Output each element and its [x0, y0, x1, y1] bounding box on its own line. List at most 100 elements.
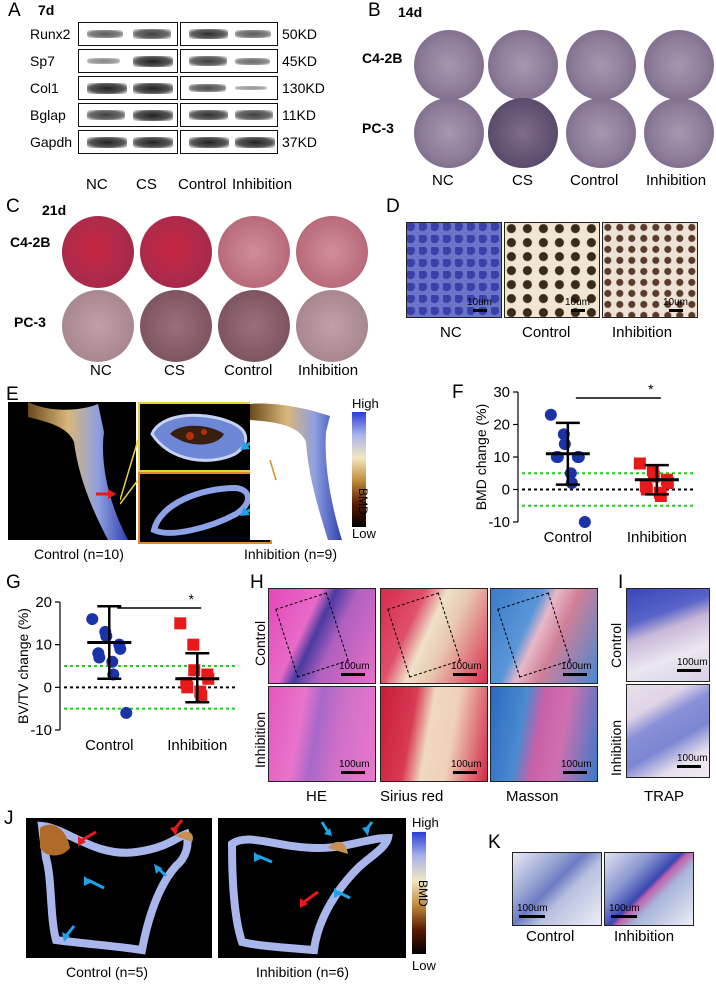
category-label: Control: [85, 737, 133, 754]
panel-label-e: E: [6, 384, 19, 405]
micro-ct-inhibition-bone: [250, 402, 350, 540]
blot-band: [189, 28, 228, 40]
blot-band: [235, 57, 270, 65]
blot-band: [87, 110, 125, 120]
category-label: Control: [544, 529, 592, 546]
caption-e-inhibition: Inhibition (n=9): [244, 546, 338, 562]
column-label: Control: [224, 362, 273, 379]
scale-label: 100um: [517, 903, 548, 914]
ihc-micrograph: 10um: [504, 222, 600, 318]
panel-label-i: I: [618, 572, 624, 593]
data-point-inhibition: [174, 617, 187, 630]
scale-label: 100um: [561, 661, 592, 672]
y-tick-label: 10: [493, 449, 510, 466]
colorbar-j: [412, 832, 426, 954]
stained-dish: [140, 290, 212, 362]
column-label: NC: [440, 324, 462, 341]
blot-box-right: [180, 130, 278, 154]
panel-label-h: H: [250, 572, 264, 593]
row-label-c-pc3: PC-3: [14, 314, 46, 330]
stained-dish: [488, 98, 558, 168]
y-tick-label: 20: [493, 417, 510, 434]
row-label-b-c42b: C4-2B: [362, 50, 403, 66]
micro-ct-section-inhibition: [138, 472, 272, 544]
blot-box-left: [78, 130, 178, 154]
category-label: Inhibition: [627, 529, 687, 546]
micro-ct-j-control: [26, 818, 212, 958]
protein-size-label: 50KD: [282, 26, 318, 42]
scale-label: 100um: [339, 661, 370, 672]
scale-label: 100um: [451, 759, 482, 770]
scale-label: 10um: [663, 297, 689, 308]
stained-dish: [414, 30, 484, 100]
blot-band: [87, 82, 127, 94]
blot-band: [133, 82, 173, 94]
scale-bar: [473, 309, 487, 312]
blot-band: [189, 83, 226, 93]
blot-box-right: [180, 49, 278, 73]
data-point-control: [544, 408, 557, 421]
k-inhibition-image: 100um: [604, 852, 694, 926]
stained-dish: [566, 30, 636, 100]
y-tick-label: 10: [35, 637, 52, 654]
column-label: Control: [522, 324, 571, 341]
zoom-region-box: [497, 592, 571, 678]
column-label: CS: [164, 362, 185, 379]
blot-box-left: [78, 103, 178, 127]
y-tick-label: 0: [44, 679, 52, 696]
col-label-k-inhibition: Inhibition: [614, 928, 675, 945]
scale-label: 100um: [339, 759, 370, 770]
red-arrow-icon: [300, 898, 308, 908]
protein-label: Runx2: [30, 26, 71, 42]
zoom-region-box: [387, 592, 461, 678]
panel-label-j: J: [4, 808, 14, 829]
stained-dish: [218, 290, 290, 362]
col-label-k-control: Control: [526, 928, 575, 945]
blue-arrow-icon: [240, 507, 250, 516]
red-arrow-icon: [170, 826, 178, 836]
scale-label: 100um: [677, 753, 708, 764]
colorbar-high-j: High: [412, 815, 439, 830]
protein-label: Bglap: [30, 107, 66, 123]
panel-label-k: K: [488, 832, 501, 853]
histology-image: 100um: [490, 588, 598, 684]
trap-inhibition-image: 100um: [626, 684, 710, 778]
lane-label: Inhibition: [232, 176, 293, 193]
zoom-lines-e: [120, 439, 277, 505]
blot-band: [133, 55, 173, 67]
colorbar-high-e: High: [352, 396, 379, 411]
stained-dish: [296, 216, 368, 288]
protein-size-label: 11KD: [282, 107, 316, 123]
scale-label: 100um: [451, 661, 482, 672]
protein-size-label: 45KD: [282, 53, 318, 69]
category-label: Inhibition: [167, 737, 227, 754]
blot-box-left: [78, 76, 178, 100]
red-arrow-icon: [108, 489, 116, 499]
histology-image: 100um: [490, 686, 598, 782]
scale-bar: [341, 771, 365, 774]
timepoint-label-b: 14d: [398, 4, 423, 20]
data-point-control: [578, 516, 591, 528]
significance-marker: *: [189, 591, 195, 607]
colorbar-e: [352, 412, 366, 527]
y-tick-label: -10: [488, 514, 510, 531]
lane-label: Control: [178, 176, 227, 193]
stained-dish: [62, 216, 134, 288]
caption-j-inhibition: Inhibition (n=6): [256, 964, 350, 980]
red-arrow-icon: [78, 836, 86, 846]
panel-label-a: A: [8, 0, 21, 21]
scale-bar: [571, 309, 585, 312]
blue-arrow-icon: [334, 888, 342, 898]
caption-j-control: Control (n=5): [66, 964, 149, 980]
column-label: Inhibition: [646, 172, 707, 189]
timepoint-label-a: 7d: [38, 2, 55, 18]
blot-band: [235, 30, 271, 38]
blot-band: [133, 109, 173, 121]
panel-label-d: D: [386, 196, 400, 217]
blue-arrow-icon: [324, 828, 332, 836]
histology-image: 100um: [268, 588, 376, 684]
y-tick-label: 0: [502, 482, 510, 499]
blot-box-right: [180, 22, 278, 46]
panel-label-g: G: [6, 572, 21, 593]
stained-dish: [566, 98, 636, 168]
